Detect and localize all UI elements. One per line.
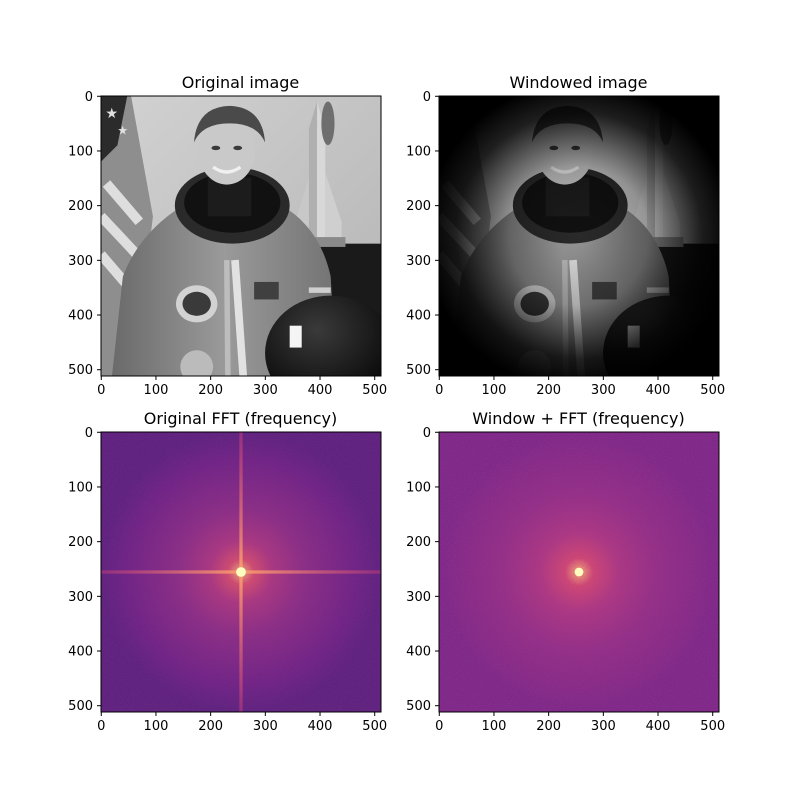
subplot-title: Windowed image	[509, 73, 647, 92]
x-tick-label: 200	[536, 383, 561, 398]
x-tick-label: 300	[253, 383, 278, 398]
x-tick-label: 500	[700, 719, 725, 734]
x-tick-label: 400	[308, 719, 333, 734]
subplot-title: Original FFT (frequency)	[144, 409, 337, 428]
x-tick-label: 400	[646, 719, 671, 734]
x-tick-label: 300	[591, 383, 616, 398]
subplot-windowed-image: Windowed image	[438, 73, 720, 377]
y-tick-label: 500	[406, 363, 431, 378]
x-tick-label: 100	[482, 383, 507, 398]
y-tick-label: 400	[68, 645, 93, 660]
x-tick-label: 300	[253, 719, 278, 734]
y-tick-label: 0	[85, 90, 93, 105]
y-tick-label: 200	[406, 199, 431, 214]
y-tick-label: 0	[423, 90, 431, 105]
y-tick-label: 500	[406, 699, 431, 714]
subplot-windowed-fft: Window + FFT (frequency)	[438, 409, 720, 713]
y-tick-label: 100	[406, 144, 431, 159]
x-tick-label: 0	[97, 719, 105, 734]
y-tick-label: 300	[68, 590, 93, 605]
x-tick-label: 500	[362, 383, 387, 398]
image-original	[101, 96, 396, 410]
axes-frame	[100, 431, 382, 713]
y-tick-label: 300	[68, 254, 93, 269]
x-tick-label: 400	[646, 383, 671, 398]
axes-frame	[438, 95, 720, 377]
y-tick-label: 400	[68, 309, 93, 324]
y-tick-label: 500	[68, 363, 93, 378]
x-tick-label: 200	[536, 719, 561, 734]
image-windowed	[439, 96, 719, 376]
x-tick-label: 0	[435, 383, 443, 398]
y-tick-label: 200	[68, 199, 93, 214]
y-tick-label: 200	[406, 535, 431, 550]
x-tick-label: 100	[144, 383, 169, 398]
y-tick-label: 100	[68, 144, 93, 159]
x-tick-label: 100	[144, 719, 169, 734]
spectrum-original	[101, 432, 381, 712]
subplot-title: Original image	[182, 73, 300, 92]
x-tick-label: 200	[198, 719, 223, 734]
axes-frame	[438, 431, 720, 713]
y-tick-label: 500	[68, 699, 93, 714]
x-tick-label: 100	[482, 719, 507, 734]
axes-frame	[100, 95, 382, 377]
ticks-layer: 0 100 200 300 400 500 0 100 200 300 400 500 0 100 200 3…	[68, 90, 725, 734]
x-tick-label: 0	[435, 719, 443, 734]
y-tick-label: 400	[406, 309, 431, 324]
x-tick-label: 300	[591, 719, 616, 734]
y-tick-label: 300	[406, 254, 431, 269]
y-tick-label: 300	[406, 590, 431, 605]
x-tick-label: 500	[700, 383, 725, 398]
y-tick-label: 0	[423, 426, 431, 441]
y-tick-label: 0	[85, 426, 93, 441]
x-tick-label: 400	[308, 383, 333, 398]
y-tick-label: 100	[406, 480, 431, 495]
y-tick-label: 100	[68, 480, 93, 495]
x-tick-label: 200	[198, 383, 223, 398]
subplot-original-fft: Original FFT (frequency)	[100, 409, 382, 713]
subplot-original-image: Original image	[100, 73, 396, 410]
x-tick-label: 500	[362, 719, 387, 734]
spectrum-windowed	[439, 432, 719, 712]
y-tick-label: 200	[68, 535, 93, 550]
subplot-title: Window + FFT (frequency)	[472, 409, 684, 428]
y-tick-label: 400	[406, 645, 431, 660]
x-tick-label: 0	[97, 383, 105, 398]
